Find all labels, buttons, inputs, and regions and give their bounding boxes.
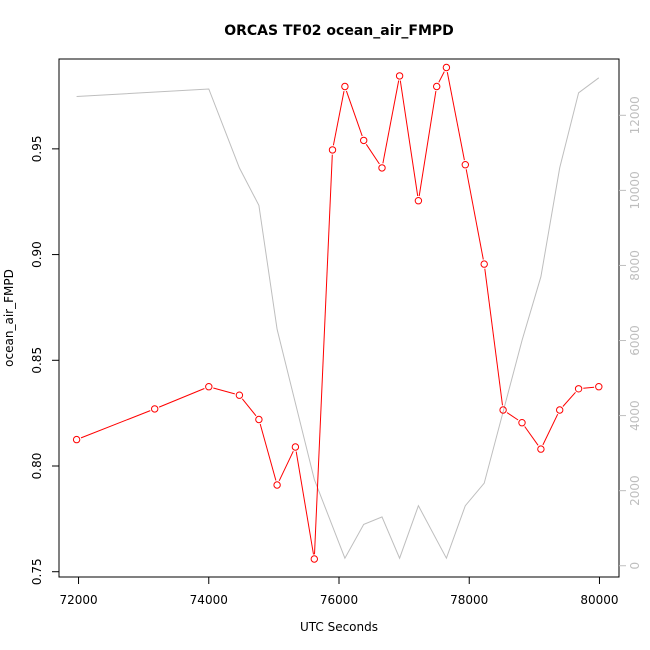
series-segment xyxy=(295,451,314,555)
y2-tick-label: 12000 xyxy=(628,96,642,134)
series-layer xyxy=(72,63,603,563)
data-point xyxy=(328,146,337,154)
data-point xyxy=(556,406,564,414)
data-point xyxy=(537,445,545,453)
data-point xyxy=(235,391,244,399)
x-tick-label: 74000 xyxy=(190,593,228,607)
data-point xyxy=(291,443,300,451)
x-tick-label: 78000 xyxy=(450,593,488,607)
data-point xyxy=(480,260,488,268)
x-tick-label: 76000 xyxy=(320,593,358,607)
series-segment xyxy=(484,268,503,406)
y-axis-label: ocean_air_FMPD xyxy=(2,269,16,367)
series-segment xyxy=(418,91,437,197)
y-axis-left: 0.75 0.80 0.85 0.90 0.95 xyxy=(30,135,59,585)
y2-tick-label: 2000 xyxy=(628,475,642,506)
y-tick-label: 0.90 xyxy=(30,241,44,268)
data-point xyxy=(205,383,213,391)
series-segment xyxy=(259,423,277,481)
series-segment xyxy=(465,169,484,260)
data-point xyxy=(433,82,441,91)
data-point xyxy=(461,161,469,169)
x-tick-label: 80000 xyxy=(580,593,618,607)
y2-tick-label: 4000 xyxy=(628,400,642,431)
series-segment xyxy=(446,72,465,161)
data-point xyxy=(341,82,349,91)
data-point xyxy=(360,136,368,145)
data-point xyxy=(414,197,423,205)
series-segment xyxy=(438,71,445,83)
series-segment xyxy=(345,90,363,137)
series-segment xyxy=(278,450,294,482)
y-tick-label: 0.75 xyxy=(30,558,44,585)
series-segment xyxy=(524,426,539,446)
y2-tick-label: 10000 xyxy=(628,171,642,209)
series-segment xyxy=(314,154,333,555)
series-line-right-axis xyxy=(76,77,600,560)
y2-tick-label: 0 xyxy=(628,562,642,570)
y-tick-label: 0.80 xyxy=(30,453,44,480)
data-point xyxy=(378,164,386,172)
data-point xyxy=(395,72,404,80)
data-point xyxy=(518,419,526,427)
series-segment xyxy=(365,144,380,165)
data-point xyxy=(499,406,507,414)
x-axis-label: UTC Seconds xyxy=(300,620,378,634)
series-segment xyxy=(213,387,235,395)
data-point xyxy=(273,481,281,489)
series-segment xyxy=(399,80,419,197)
y-tick-label: 0.85 xyxy=(30,347,44,374)
series-segment xyxy=(80,410,151,439)
series-segment xyxy=(158,388,205,408)
data-point xyxy=(310,555,318,563)
data-point xyxy=(574,385,583,393)
chart-title: ORCAS TF02 ocean_air_FMPD xyxy=(224,23,454,39)
series-segment xyxy=(583,386,595,389)
plot-area-frame xyxy=(58,58,620,578)
x-tick-label: 72000 xyxy=(59,593,97,607)
data-point xyxy=(72,435,81,444)
y2-tick-label: 6000 xyxy=(628,325,642,356)
series-segment xyxy=(542,413,559,446)
series-segment xyxy=(506,412,519,421)
series-segment xyxy=(332,91,345,146)
data-point xyxy=(151,405,159,413)
y-axis-right: 0 2000 4000 6000 8000 10000 12000 xyxy=(619,96,642,570)
series-segment xyxy=(241,398,257,417)
y-tick-label: 0.95 xyxy=(30,135,44,162)
data-point xyxy=(255,415,263,424)
data-point xyxy=(595,383,603,391)
series-segment xyxy=(382,80,400,164)
y2-tick-label: 8000 xyxy=(628,250,642,281)
series-segment xyxy=(562,391,576,407)
data-point xyxy=(442,63,451,72)
x-axis: 72000 74000 76000 78000 80000 xyxy=(59,577,619,607)
